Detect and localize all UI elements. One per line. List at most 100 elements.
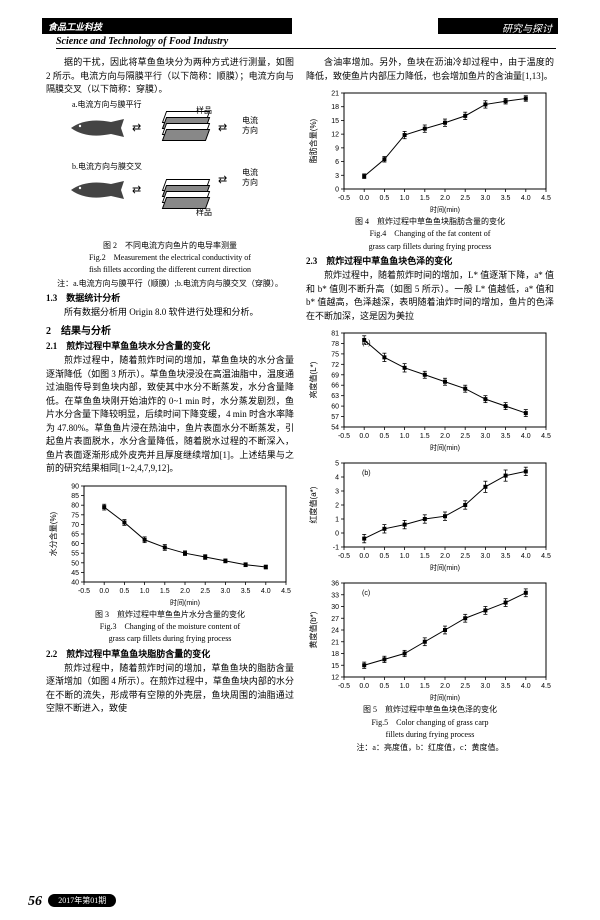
svg-text:0.5: 0.5 [380, 683, 390, 690]
svg-text:2.0: 2.0 [180, 588, 190, 595]
fig5-caption-cn: 图 5 煎炸过程中草鱼鱼块色泽的变化 [306, 705, 554, 715]
direction-label: 方向 [242, 177, 258, 188]
svg-text:1.5: 1.5 [420, 195, 430, 202]
svg-text:57: 57 [331, 414, 339, 421]
svg-text:0: 0 [335, 531, 339, 538]
svg-text:红度值(a*): 红度值(a*) [308, 486, 318, 523]
svg-text:4.5: 4.5 [541, 683, 551, 690]
arrow-icon: ⇄ [132, 183, 141, 196]
svg-text:24: 24 [331, 628, 339, 635]
svg-text:45: 45 [71, 570, 79, 577]
svg-text:0.5: 0.5 [120, 588, 130, 595]
svg-text:3.0: 3.0 [481, 683, 491, 690]
svg-text:2.0: 2.0 [440, 553, 450, 560]
svg-text:4.0: 4.0 [261, 588, 271, 595]
svg-text:4.0: 4.0 [521, 433, 531, 440]
svg-text:18: 18 [331, 104, 339, 111]
svg-text:27: 27 [331, 616, 339, 623]
para: 所有数据分析用 Origin 8.0 软件进行处理和分析。 [46, 306, 294, 320]
section-1-3: 1.3 数据统计分析 [46, 291, 294, 304]
figure-2-diagram: a.电流方向与膜平行 ⇄ 样品 ⇄ 电流 方向 b.电流方向与膜交叉 ⇄ ⇄ 电… [46, 99, 294, 239]
svg-text:2.0: 2.0 [440, 433, 450, 440]
svg-text:5: 5 [335, 461, 339, 468]
svg-text:(c): (c) [362, 590, 370, 597]
journal-en: Science and Technology of Food Industry [56, 36, 556, 49]
svg-text:75: 75 [71, 512, 79, 519]
fish-icon [66, 117, 126, 139]
svg-text:3.5: 3.5 [501, 433, 511, 440]
svg-text:15: 15 [331, 663, 339, 670]
svg-text:1.0: 1.0 [400, 553, 410, 560]
svg-text:36: 36 [331, 581, 339, 588]
figure-5c-chart: -0.50.00.51.01.52.02.53.03.54.04.5121518… [306, 575, 554, 703]
direction-label: 方向 [242, 125, 258, 136]
section-2-3: 2.3 煎炸过程中草鱼鱼块色泽的变化 [306, 254, 554, 267]
svg-text:12: 12 [331, 675, 339, 682]
svg-text:-0.5: -0.5 [338, 195, 350, 202]
svg-text:69: 69 [331, 372, 339, 379]
svg-text:81: 81 [331, 331, 339, 338]
svg-text:0.0: 0.0 [99, 588, 109, 595]
svg-text:60: 60 [331, 404, 339, 411]
svg-text:3.5: 3.5 [501, 195, 511, 202]
issue-badge: 2017年第01期 [48, 894, 116, 907]
svg-text:60: 60 [71, 541, 79, 548]
fig4-caption-cn: 图 4 煎炸过程中草鱼鱼块脂肪含量的变化 [306, 217, 554, 227]
left-column: 据的干扰，因此将草鱼鱼块分为两种方式进行测量，如图 2 所示。电流方向与隔膜平行… [46, 56, 294, 716]
svg-text:2.5: 2.5 [200, 588, 210, 595]
sample-stack [164, 111, 214, 145]
svg-text:78: 78 [331, 341, 339, 348]
svg-text:1: 1 [335, 517, 339, 524]
journal-cn: 食品工业科技 [42, 18, 292, 34]
arrow-icon: ⇄ [218, 121, 227, 134]
fig5-note: 注：a：亮度值，b：红度值，c：黄度值。 [306, 742, 554, 753]
svg-text:66: 66 [331, 383, 339, 390]
svg-text:30: 30 [331, 604, 339, 611]
svg-text:2.5: 2.5 [460, 195, 470, 202]
svg-text:2.5: 2.5 [460, 553, 470, 560]
svg-text:63: 63 [331, 393, 339, 400]
sample-label: 样品 [196, 105, 212, 116]
svg-text:3.5: 3.5 [501, 683, 511, 690]
section-2-2: 2.2 煎炸过程中草鱼鱼块脂肪含量的变化 [46, 647, 294, 660]
svg-text:9: 9 [335, 145, 339, 152]
svg-text:1.5: 1.5 [160, 588, 170, 595]
svg-text:3.5: 3.5 [501, 553, 511, 560]
svg-text:0.0: 0.0 [359, 433, 369, 440]
diag-label-a: a.电流方向与膜平行 [72, 99, 142, 110]
section-title: 研究与探讨 [438, 18, 558, 34]
svg-text:3: 3 [335, 173, 339, 180]
fig5-caption-en: Fig.5 Color changing of grass carp [306, 718, 554, 728]
svg-text:2: 2 [335, 503, 339, 510]
header: 食品工业科技 研究与探讨 [42, 18, 558, 34]
fig2-caption-en2: fish fillets according the different cur… [46, 265, 294, 275]
svg-text:85: 85 [71, 493, 79, 500]
svg-text:1.0: 1.0 [400, 433, 410, 440]
svg-text:40: 40 [71, 579, 79, 586]
svg-text:90: 90 [71, 483, 79, 490]
svg-text:33: 33 [331, 592, 339, 599]
svg-text:50: 50 [71, 560, 79, 567]
svg-text:70: 70 [71, 522, 79, 529]
svg-text:1.0: 1.0 [400, 683, 410, 690]
svg-text:时间(min): 时间(min) [170, 598, 200, 607]
svg-text:时间(min): 时间(min) [430, 205, 460, 214]
fig2-caption-en: Fig.2 Measurement the electrical conduct… [46, 253, 294, 263]
svg-text:3.0: 3.0 [221, 588, 231, 595]
svg-text:-0.5: -0.5 [338, 683, 350, 690]
para: 煎炸过程中，随着煎炸时间的增加，草鱼鱼块的脂肪含量逐渐增加（如图 4 所示）。在… [46, 662, 294, 716]
svg-text:水分含量(%): 水分含量(%) [48, 511, 58, 556]
fig4-caption-en: Fig.4 Changing of the fat content of [306, 229, 554, 239]
svg-text:时间(min): 时间(min) [430, 443, 460, 452]
svg-text:0.5: 0.5 [380, 433, 390, 440]
arrow-icon: ⇄ [132, 121, 141, 134]
figure-4-chart: -0.50.00.51.01.52.02.53.03.54.04.5036912… [306, 85, 554, 215]
footer: 56 2017年第01期 [28, 894, 116, 910]
arrow-icon: ⇄ [218, 173, 227, 186]
section-2-1: 2.1 煎炸过程中草鱼鱼块水分含量的变化 [46, 339, 294, 352]
svg-text:2.0: 2.0 [440, 683, 450, 690]
svg-text:55: 55 [71, 550, 79, 557]
sample-label: 样品 [196, 207, 212, 218]
svg-text:6: 6 [335, 159, 339, 166]
svg-text:-1: -1 [333, 545, 339, 552]
